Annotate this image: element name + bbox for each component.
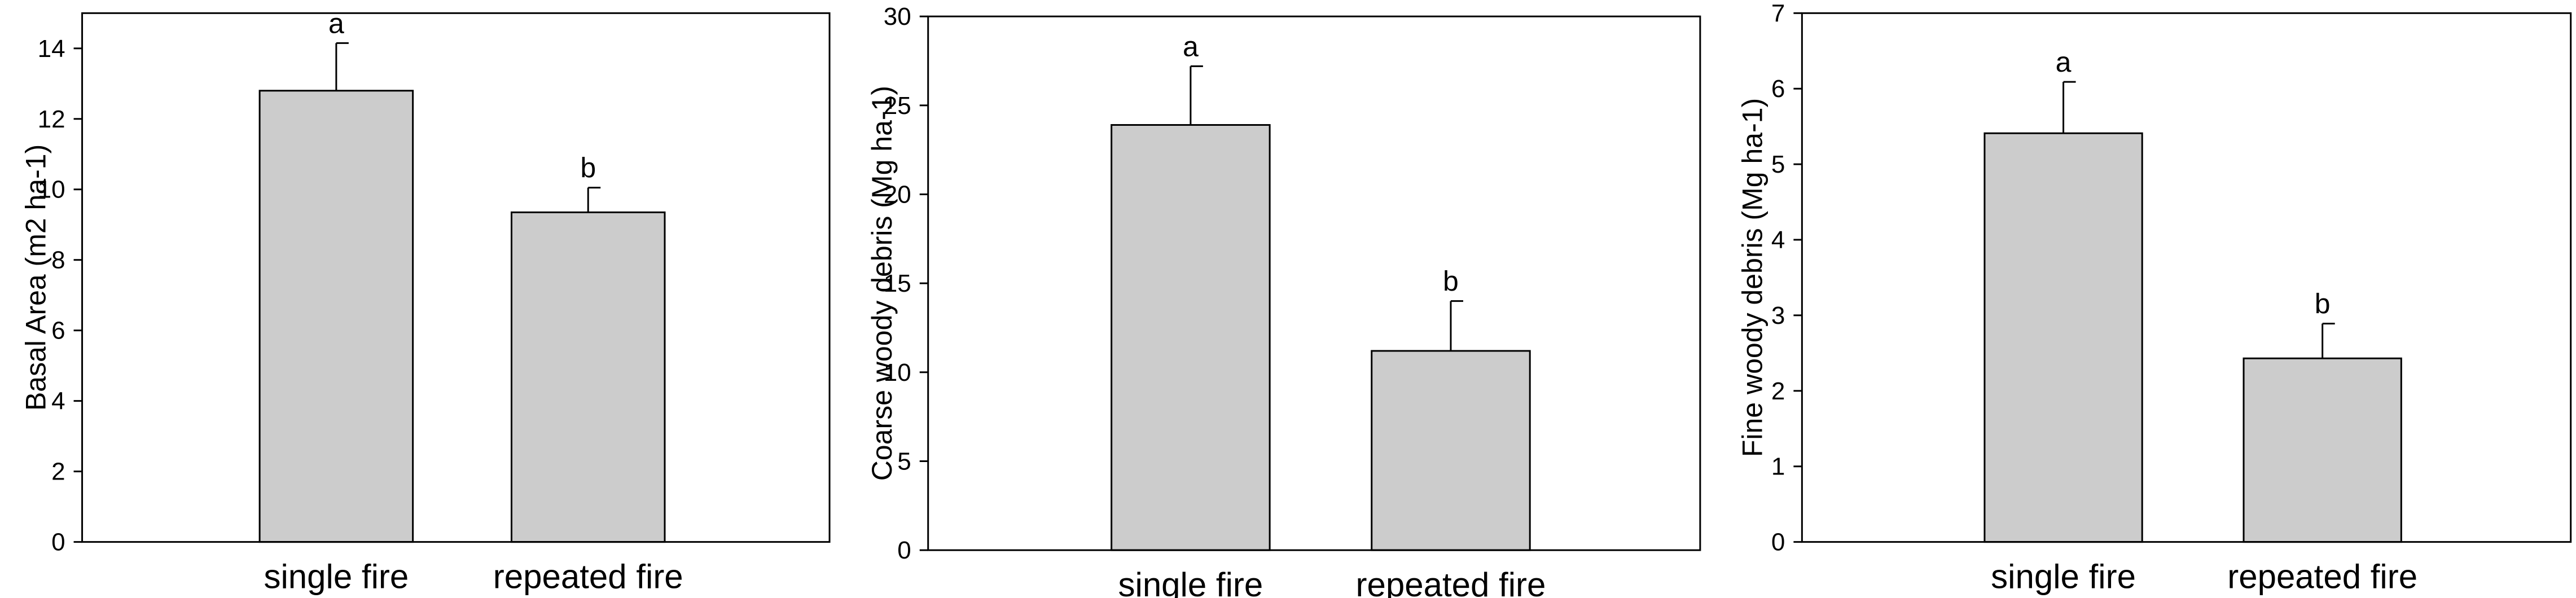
y-tick-label: 5: [1771, 151, 1785, 178]
y-tick-label: 14: [38, 35, 65, 63]
x-tick-label: repeated fire: [1356, 566, 1546, 598]
y-tick-label: 10: [38, 176, 65, 204]
significance-letter: b: [2315, 288, 2331, 320]
plot-frame: [81, 12, 831, 543]
y-tick-label: 20: [884, 181, 911, 208]
y-tick-label: 0: [897, 537, 911, 564]
y-axis-label: Fine woody debris (Mg ha-1): [1737, 98, 1768, 457]
y-tick-label: 2: [51, 458, 65, 486]
plot-frame: [927, 15, 1701, 551]
significance-letter: a: [2056, 46, 2072, 78]
y-tick-label: 12: [38, 105, 65, 133]
y-tick-label: 6: [51, 317, 65, 345]
y-tick-label: 1: [1771, 453, 1785, 481]
bar: [2243, 357, 2402, 543]
x-tick-label: repeated fire: [493, 558, 683, 596]
y-axis-label: Coarse woody debris (Mg ha-1): [866, 86, 898, 481]
bar: [1111, 124, 1271, 551]
bar: [1371, 350, 1531, 551]
bar: [258, 90, 414, 543]
x-tick-label: single fire: [1118, 566, 1263, 598]
panel: 0 1 2 3 4 5 6 7 a single fire b repeated fire Fine w…: [1737, 0, 2572, 596]
y-tick-label: 2: [1771, 377, 1785, 405]
y-tick-label: 7: [1771, 0, 1785, 27]
y-axis-label: Basal Area (m2 ha-1): [20, 144, 52, 411]
bar: [1983, 132, 2143, 543]
y-tick-label: 0: [51, 529, 65, 556]
y-tick-label: 6: [1771, 75, 1785, 103]
y-tick-label: 8: [51, 247, 65, 274]
significance-letter: a: [1183, 30, 1199, 62]
significance-letter: b: [1443, 266, 1459, 297]
significance-letter: b: [580, 152, 596, 184]
y-tick-label: 0: [1771, 529, 1785, 556]
bar: [510, 211, 666, 543]
y-tick-label: 3: [1771, 302, 1785, 329]
y-tick-label: 25: [884, 92, 911, 120]
y-tick-label: 10: [884, 359, 911, 386]
x-tick-label: single fire: [1991, 558, 2136, 596]
y-tick-label: 4: [51, 388, 65, 415]
plot-frame: [1801, 12, 2572, 543]
y-tick-label: 5: [897, 448, 911, 476]
y-tick-label: 15: [884, 270, 911, 297]
panel: 0 5 10 15 20 25 30 a single fire b repeated fire Co…: [866, 3, 1701, 598]
y-tick-label: 30: [884, 3, 911, 30]
x-tick-label: single fire: [264, 558, 409, 596]
x-tick-label: repeated fire: [2227, 558, 2417, 596]
y-tick-label: 4: [1771, 226, 1785, 254]
